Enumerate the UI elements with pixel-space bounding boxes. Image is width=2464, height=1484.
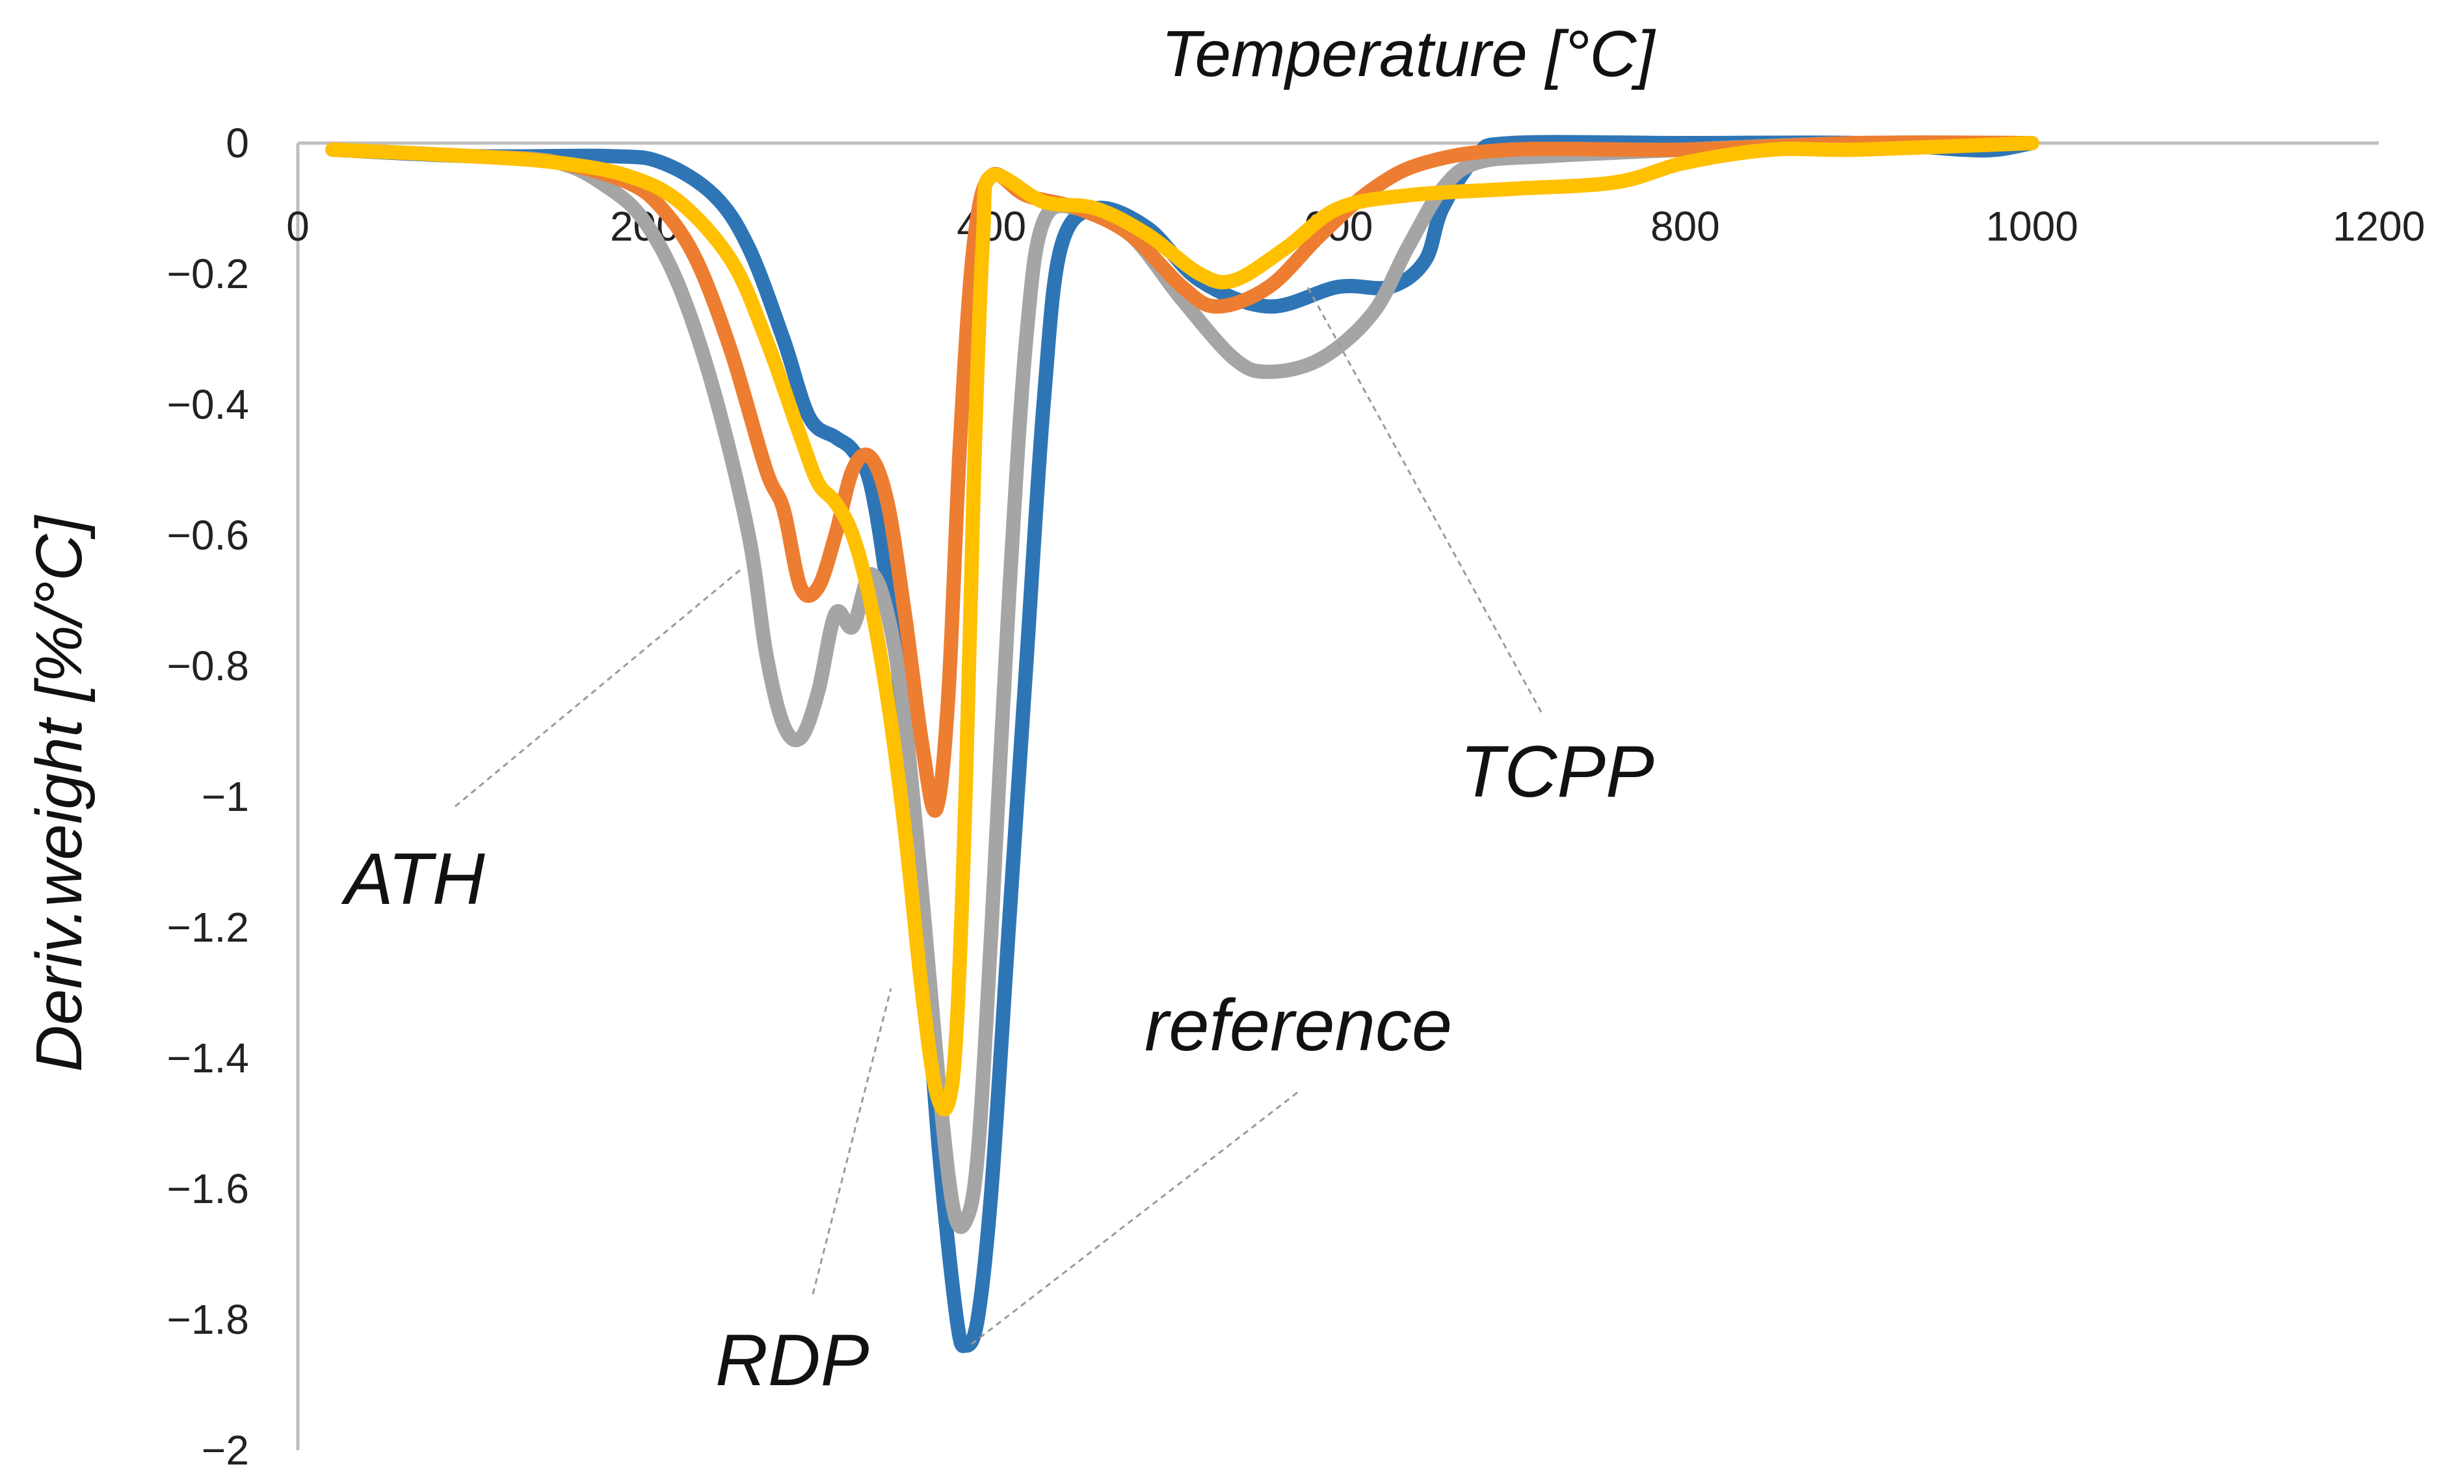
y-tick-labels: 0 −0.2 −0.4 −0.6 −0.8 −1 −1.2 −1.4 −1.6 −1.8 −2 (167, 120, 249, 1474)
x-tick-label: 800 (1650, 203, 1720, 250)
annotation-label-ath: ATH (341, 838, 485, 920)
y-tick-label: −2 (202, 1427, 249, 1474)
y-tick-label: −1.8 (167, 1296, 249, 1343)
y-tick-label: −1 (202, 773, 249, 820)
leader-line-reference (968, 1091, 1298, 1347)
annotation-reference: reference (968, 985, 1452, 1347)
annotation-label-tcpp: TCPP (1460, 731, 1654, 812)
y-tick-label: −0.2 (167, 250, 249, 297)
leader-line-tcpp (1306, 285, 1543, 713)
y-tick-label: −1.2 (167, 904, 249, 951)
x-tick-label: 1000 (1985, 203, 2078, 250)
annotation-rdp: RDP (715, 988, 892, 1401)
y-tick-label: −0.8 (167, 643, 249, 689)
x-tick-label: 0 (286, 203, 310, 250)
series-layer (325, 135, 2039, 1353)
annotation-ath: ATH (341, 568, 742, 920)
series-line-rdp (325, 136, 2039, 1117)
y-axis-title: Deriv.weight [%/°C] (23, 514, 96, 1072)
series-line-ath (325, 135, 2039, 1234)
y-tick-label: −1.4 (167, 1035, 249, 1081)
y-tick-label: −0.4 (167, 381, 249, 428)
x-tick-label: 1200 (2333, 203, 2425, 250)
annotation-label-reference: reference (1145, 985, 1452, 1066)
y-tick-label: 0 (226, 120, 249, 166)
series-line-tcpp (325, 135, 2039, 818)
annotation-tcpp: TCPP (1306, 285, 1654, 812)
x-axis-title: Temperature [°C] (1161, 18, 1656, 90)
y-tick-label: −0.6 (167, 512, 249, 559)
leader-line-rdp (812, 988, 892, 1295)
annotation-label-rdp: RDP (715, 1319, 869, 1401)
y-tick-label: −1.6 (167, 1165, 249, 1212)
